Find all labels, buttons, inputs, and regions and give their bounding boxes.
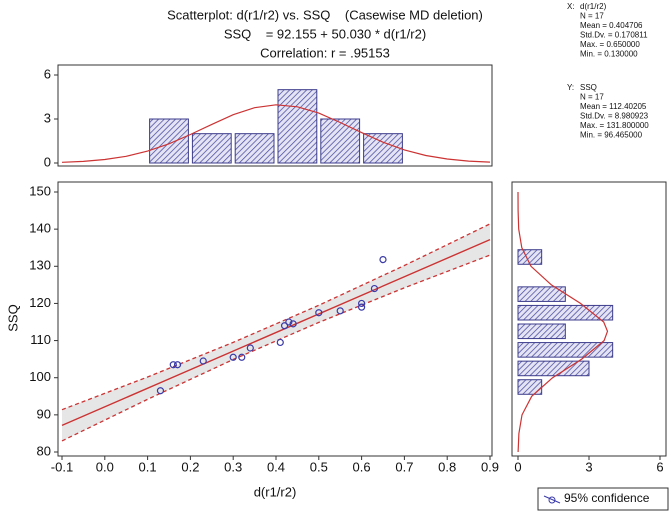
point <box>336 307 344 315</box>
point <box>285 318 293 326</box>
legend-box <box>537 487 669 511</box>
y-tick-label: 150 <box>29 183 51 198</box>
bar <box>517 323 566 340</box>
stats-line: Min. = 96.465000 <box>580 131 643 140</box>
confidence-lower <box>61 254 491 442</box>
point <box>246 344 254 352</box>
bar <box>517 304 614 321</box>
point <box>289 320 297 328</box>
x-tick-label: 0.9 <box>481 459 499 474</box>
x-tick-label: 0.4 <box>267 459 285 474</box>
bar <box>517 249 543 265</box>
y-tick-label: 80 <box>37 443 51 458</box>
normal-curve <box>61 104 491 163</box>
y-tick-label: 130 <box>29 258 51 273</box>
stats-head: X: <box>567 2 575 11</box>
stats-line: Min. = 0.130000 <box>580 50 638 59</box>
equation: SSQ = 92.155 + 50.030 * d(r1/r2) <box>224 26 426 41</box>
bar <box>517 379 543 395</box>
x-tick-label: 6 <box>656 459 663 474</box>
point <box>379 256 387 264</box>
x-tick-label: 0.6 <box>353 459 371 474</box>
point <box>358 303 366 311</box>
stats-line: Mean = 112.40205 <box>580 102 647 111</box>
chart-title: Scatterplot: d(r1/r2) vs. SSQ (Casewise … <box>167 7 483 22</box>
point <box>280 322 289 330</box>
stats-line: Std.Dv. = 8.980923 <box>580 112 649 121</box>
legend-line <box>543 495 561 504</box>
point <box>199 357 207 365</box>
legend-marker <box>548 496 556 504</box>
point <box>358 299 366 308</box>
y-tick-label: 6 <box>44 66 51 81</box>
y-tick-label: 90 <box>37 406 51 421</box>
stats-line: Std.Dv. = 0.170811 <box>580 31 648 40</box>
bar <box>234 133 275 164</box>
point <box>169 361 177 369</box>
point <box>315 309 323 317</box>
point <box>156 387 165 395</box>
x-tick-label: 0 <box>514 459 521 474</box>
legend-label: 95% confidence <box>564 491 650 505</box>
x-tick-label: -0.1 <box>51 459 73 474</box>
bar <box>363 133 403 164</box>
bar <box>517 360 590 377</box>
x-tick-label: 0.1 <box>139 459 157 474</box>
y-axis-label: SSQ <box>5 304 20 331</box>
top-frame <box>57 64 493 167</box>
stats-line: Max. = 0.650000 <box>580 40 640 49</box>
bar <box>277 89 318 164</box>
point <box>229 353 237 361</box>
point <box>276 338 284 347</box>
stats-line: N = 17 <box>580 93 604 102</box>
x-tick-label: 0.5 <box>310 459 328 474</box>
x-tick-label: 0.7 <box>395 459 413 474</box>
main-frame <box>57 181 493 457</box>
confidence-upper <box>61 223 491 411</box>
stats-line: d(r1/r2) <box>580 2 607 11</box>
point <box>370 284 379 293</box>
point <box>173 361 182 369</box>
y-tick-label: 140 <box>29 221 51 236</box>
bar <box>320 118 361 164</box>
y-tick-label: 3 <box>44 110 51 125</box>
bar <box>149 118 189 164</box>
x-tick-label: 0.0 <box>96 459 114 474</box>
y-tick-label: 110 <box>30 332 51 347</box>
normal-curve <box>517 191 609 453</box>
point <box>238 353 246 361</box>
stats-line: Mean = 0.404706 <box>580 21 643 30</box>
stats-line: Max. = 131.800000 <box>580 121 649 130</box>
stats-head: Y: <box>567 83 574 92</box>
y-tick-label: 120 <box>29 295 51 310</box>
y-tick-label: 0 <box>44 154 51 169</box>
x-axis-label: d(r1/r2) <box>254 484 297 499</box>
correlation: Correlation: r = .95153 <box>260 45 390 60</box>
x-tick-label: 0.2 <box>181 459 199 474</box>
y-tick-label: 100 <box>29 369 51 384</box>
x-tick-label: 0.8 <box>438 459 456 474</box>
x-tick-label: 0.3 <box>224 459 242 474</box>
fit-line <box>61 238 491 427</box>
x-tick-label: 3 <box>585 459 592 474</box>
stats-line: SSQ <box>580 83 597 92</box>
stats-line: N = 17 <box>580 12 604 21</box>
bar <box>191 133 232 164</box>
